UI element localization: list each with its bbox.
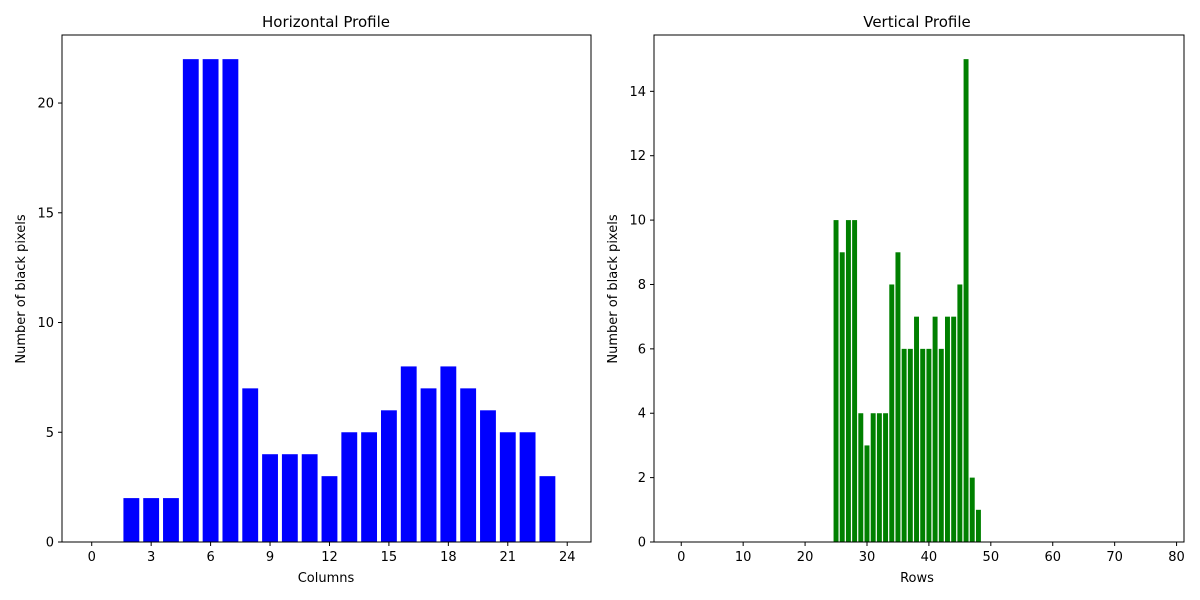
- bar-8: [242, 388, 259, 542]
- bar-38: [914, 316, 919, 542]
- bar-40: [926, 348, 932, 542]
- bar-41: [932, 316, 938, 542]
- bar-27: [845, 220, 851, 542]
- bar-37: [907, 348, 913, 542]
- x-axis-label: Columns: [298, 571, 355, 586]
- y-tick-label: 14: [629, 85, 646, 100]
- y-tick-label: 10: [629, 214, 646, 229]
- x-tick-label: 18: [440, 550, 457, 565]
- bar-28: [852, 220, 858, 542]
- chart-title: Vertical Profile: [863, 13, 971, 31]
- y-tick-label: 6: [638, 342, 646, 357]
- x-tick-label: 6: [206, 550, 214, 565]
- bar-14: [361, 432, 378, 542]
- bar-5: [182, 59, 199, 542]
- x-axis-label: Rows: [900, 571, 934, 586]
- bar-4: [163, 498, 179, 542]
- x-tick-label: 10: [735, 550, 752, 565]
- bar-36: [901, 348, 907, 542]
- bar-35: [895, 252, 901, 543]
- bar-20: [480, 410, 496, 542]
- bar-47: [969, 477, 975, 542]
- bar-39: [920, 348, 926, 542]
- x-tick-label: 30: [859, 550, 876, 565]
- y-tick-label: 2: [638, 471, 646, 486]
- bar-12: [321, 476, 338, 542]
- bar-31: [870, 413, 876, 542]
- bar-3: [143, 498, 160, 542]
- bar-26: [839, 252, 845, 543]
- bar-32: [876, 413, 882, 542]
- x-tick-label: 50: [983, 550, 1000, 565]
- x-tick-label: 0: [677, 550, 685, 565]
- bar-43: [945, 316, 950, 542]
- x-tick-label: 3: [147, 550, 155, 565]
- y-tick-label: 4: [638, 407, 646, 422]
- bar-48: [975, 509, 981, 542]
- chart-title: Horizontal Profile: [262, 13, 390, 31]
- bar-33: [883, 413, 889, 542]
- x-tick-label: 9: [266, 550, 274, 565]
- bar-25: [833, 220, 839, 542]
- x-tick-label: 21: [500, 550, 517, 565]
- x-tick-label: 12: [321, 550, 338, 565]
- y-tick-label: 20: [37, 97, 54, 112]
- bar-9: [262, 454, 278, 542]
- bar-29: [858, 413, 864, 542]
- plot-frame: [653, 34, 1185, 543]
- x-tick-label: 0: [88, 550, 96, 565]
- y-tick-label: 0: [638, 536, 646, 551]
- bar-16: [400, 366, 417, 542]
- horizontal-profile-chart: Horizontal Profile Columns Number of bla…: [14, 13, 592, 586]
- bar-44: [951, 316, 957, 542]
- bar-15: [380, 410, 397, 542]
- bar-10: [281, 454, 298, 542]
- y-tick-label: 12: [629, 149, 646, 164]
- x-tick-label: 24: [559, 550, 576, 565]
- x-tick-label: 15: [381, 550, 398, 565]
- bar-21: [499, 432, 516, 542]
- bar-45: [957, 284, 963, 542]
- bar-46: [963, 59, 969, 542]
- y-axis-label: Number of black pixels: [606, 214, 621, 363]
- bar-2: [123, 498, 140, 542]
- bar-7: [222, 59, 239, 542]
- x-tick-label: 40: [921, 550, 938, 565]
- x-tick-label: 60: [1044, 550, 1061, 565]
- bar-42: [938, 348, 944, 542]
- y-tick-label: 10: [37, 316, 54, 331]
- bar-30: [864, 445, 870, 542]
- bar-19: [460, 388, 477, 542]
- bar-34: [889, 284, 895, 542]
- x-tick-label: 80: [1168, 550, 1185, 565]
- y-tick-label: 15: [37, 206, 54, 221]
- bar-22: [519, 432, 536, 542]
- bar-23: [539, 476, 556, 542]
- plot-frame: [61, 34, 592, 543]
- y-axis-label: Number of black pixels: [14, 214, 29, 363]
- y-tick-label: 0: [46, 536, 54, 551]
- bar-18: [440, 366, 457, 542]
- y-tick-label: 8: [638, 278, 646, 293]
- bar-6: [202, 59, 219, 542]
- bar-17: [420, 388, 437, 542]
- y-tick-label: 5: [46, 426, 54, 441]
- vertical-profile-chart: Vertical Profile Rows Number of black pi…: [606, 13, 1185, 586]
- bar-13: [341, 432, 358, 542]
- x-tick-label: 70: [1106, 550, 1123, 565]
- bar-11: [301, 454, 318, 542]
- x-tick-label: 20: [797, 550, 814, 565]
